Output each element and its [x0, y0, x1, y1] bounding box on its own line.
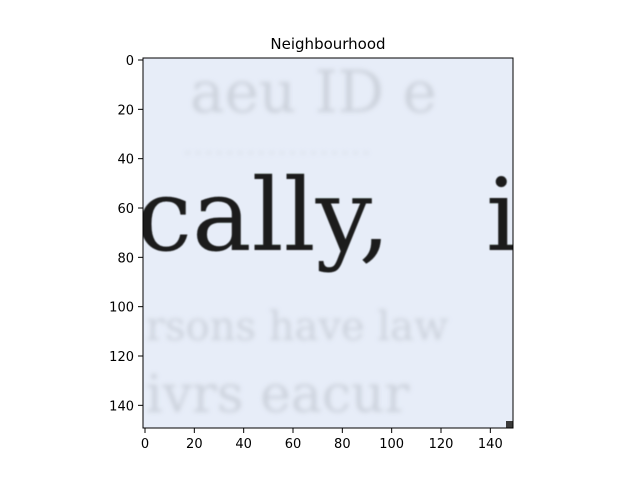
x-axis-ticks: 0 20 40 60 80 100 120 140 — [141, 428, 503, 452]
x-tick-label: 40 — [235, 437, 252, 452]
image-region: aeu ID e - - - - - - - - - - - - - - - -… — [136, 58, 582, 428]
x-tick-label: 60 — [285, 437, 302, 452]
ghost-text-layer: aeu ID e - - - - - - - - - - - - - - - -… — [146, 58, 448, 425]
ghost-line-thin: - - - - - - - - - - - - - - - - - - — [185, 142, 369, 161]
x-tick-label: 120 — [429, 437, 454, 452]
y-axis-ticks: 0 20 40 60 80 100 120 140 — [109, 54, 143, 414]
plot-title: Neighbourhood — [270, 35, 385, 53]
y-tick-label: 80 — [117, 251, 134, 266]
ghost-line-middle: rsons have law — [146, 304, 448, 350]
y-tick-label: 140 — [109, 399, 134, 414]
x-tick-label: 80 — [334, 437, 351, 452]
y-tick-label: 0 — [126, 54, 134, 69]
y-tick-label: 20 — [117, 103, 134, 118]
image-background — [143, 58, 513, 428]
scanned-text: cally, in — [136, 157, 582, 274]
x-tick-label: 0 — [141, 437, 149, 452]
corner-artifact — [506, 421, 513, 428]
axes-frame — [142, 57, 514, 429]
y-tick-label: 60 — [117, 202, 134, 217]
ghost-line-bottom: ivrs eacur — [146, 365, 409, 425]
ghost-line-top: aeu ID e — [190, 58, 437, 126]
y-tick-label: 40 — [117, 153, 134, 168]
y-tick-label: 100 — [109, 301, 134, 316]
y-tick-label: 120 — [109, 350, 134, 365]
x-tick-label: 100 — [379, 437, 404, 452]
x-tick-label: 20 — [186, 437, 203, 452]
x-tick-label: 140 — [478, 437, 503, 452]
